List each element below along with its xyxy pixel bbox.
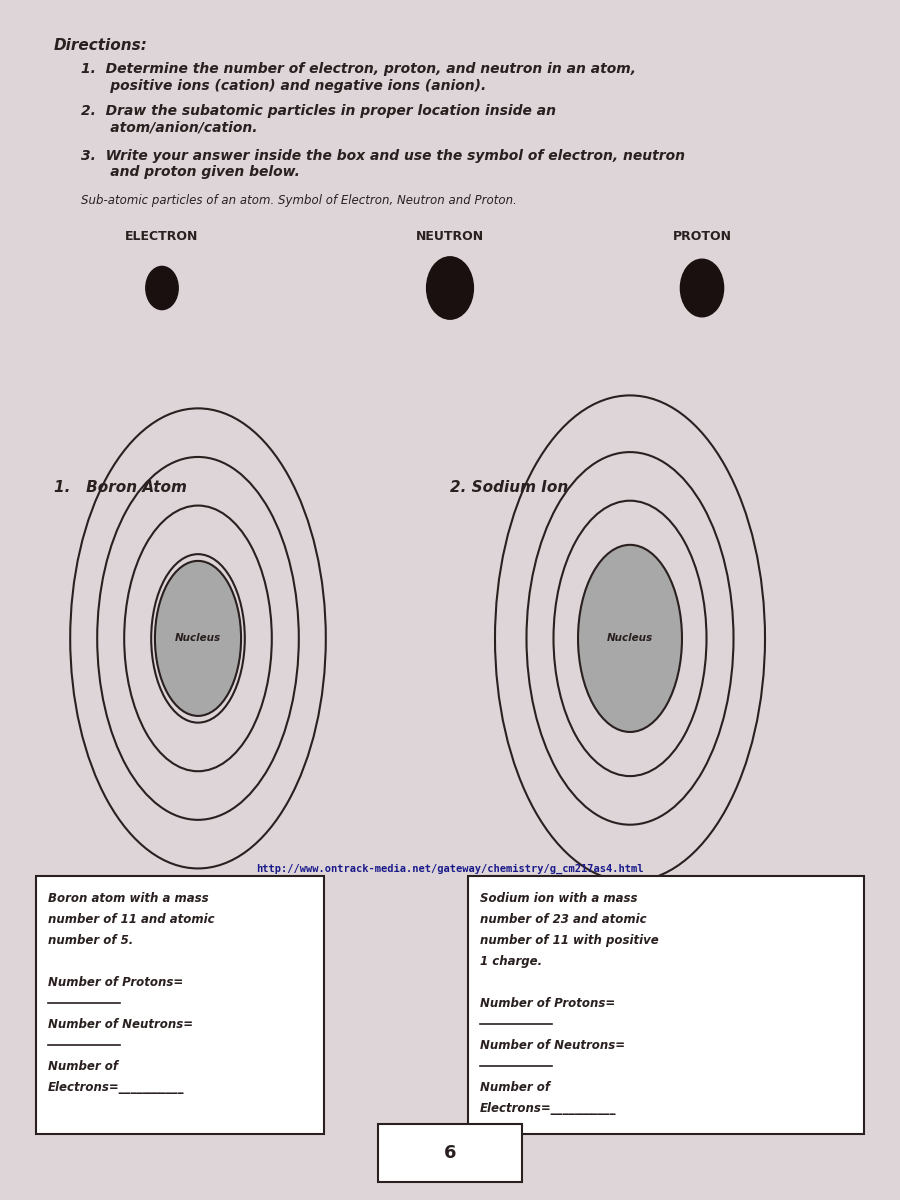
Ellipse shape	[155, 560, 241, 716]
Circle shape	[680, 259, 724, 317]
Text: number of 11 with positive: number of 11 with positive	[480, 934, 659, 947]
Text: Directions:: Directions:	[54, 38, 148, 53]
Text: 2. Sodium Ion: 2. Sodium Ion	[450, 480, 568, 494]
Text: NEUTRON: NEUTRON	[416, 230, 484, 244]
Text: Number of Protons=: Number of Protons=	[480, 996, 615, 1009]
Text: 1 charge.: 1 charge.	[480, 955, 542, 967]
Text: Electrons=___________: Electrons=___________	[480, 1102, 616, 1115]
Text: Number of Neutrons=: Number of Neutrons=	[480, 1038, 625, 1051]
Text: Electrons=___________: Electrons=___________	[48, 1080, 184, 1093]
Text: Sodium ion with a mass: Sodium ion with a mass	[480, 892, 637, 905]
Text: number of 23 and atomic: number of 23 and atomic	[480, 912, 646, 925]
Circle shape	[427, 257, 473, 319]
Text: number of 11 and atomic: number of 11 and atomic	[48, 912, 214, 925]
Text: 3.  Write your answer inside the box and use the symbol of electron, neutron
   : 3. Write your answer inside the box and …	[81, 149, 685, 179]
Text: PROTON: PROTON	[672, 230, 732, 244]
Bar	[36, 876, 324, 1134]
Text: number of 5.: number of 5.	[48, 934, 133, 947]
Text: Nucleus: Nucleus	[607, 634, 653, 643]
Text: 6: 6	[444, 1145, 456, 1162]
Text: Number of Neutrons=: Number of Neutrons=	[48, 1018, 193, 1031]
Text: Number of Protons=: Number of Protons=	[48, 976, 183, 989]
Bar	[378, 1124, 522, 1182]
Ellipse shape	[578, 545, 682, 732]
Text: ELECTRON: ELECTRON	[125, 230, 199, 244]
Text: Sub-atomic particles of an atom. Symbol of Electron, Neutron and Proton.: Sub-atomic particles of an atom. Symbol …	[81, 194, 517, 208]
Text: 1.  Determine the number of electron, proton, and neutron in an atom,
      posi: 1. Determine the number of electron, pro…	[81, 62, 636, 92]
Circle shape	[146, 266, 178, 310]
Text: http://www.ontrack-media.net/gateway/chemistry/g_cm217as4.html: http://www.ontrack-media.net/gateway/che…	[256, 864, 644, 875]
Bar	[468, 876, 864, 1134]
Text: 1.   Boron Atom: 1. Boron Atom	[54, 480, 187, 494]
Text: Nucleus: Nucleus	[175, 634, 221, 643]
Text: 2.  Draw the subatomic particles in proper location inside an
      atom/anion/c: 2. Draw the subatomic particles in prope…	[81, 104, 556, 134]
Text: Boron atom with a mass: Boron atom with a mass	[48, 892, 208, 905]
Text: Number of: Number of	[480, 1080, 550, 1093]
Text: Number of: Number of	[48, 1060, 118, 1073]
